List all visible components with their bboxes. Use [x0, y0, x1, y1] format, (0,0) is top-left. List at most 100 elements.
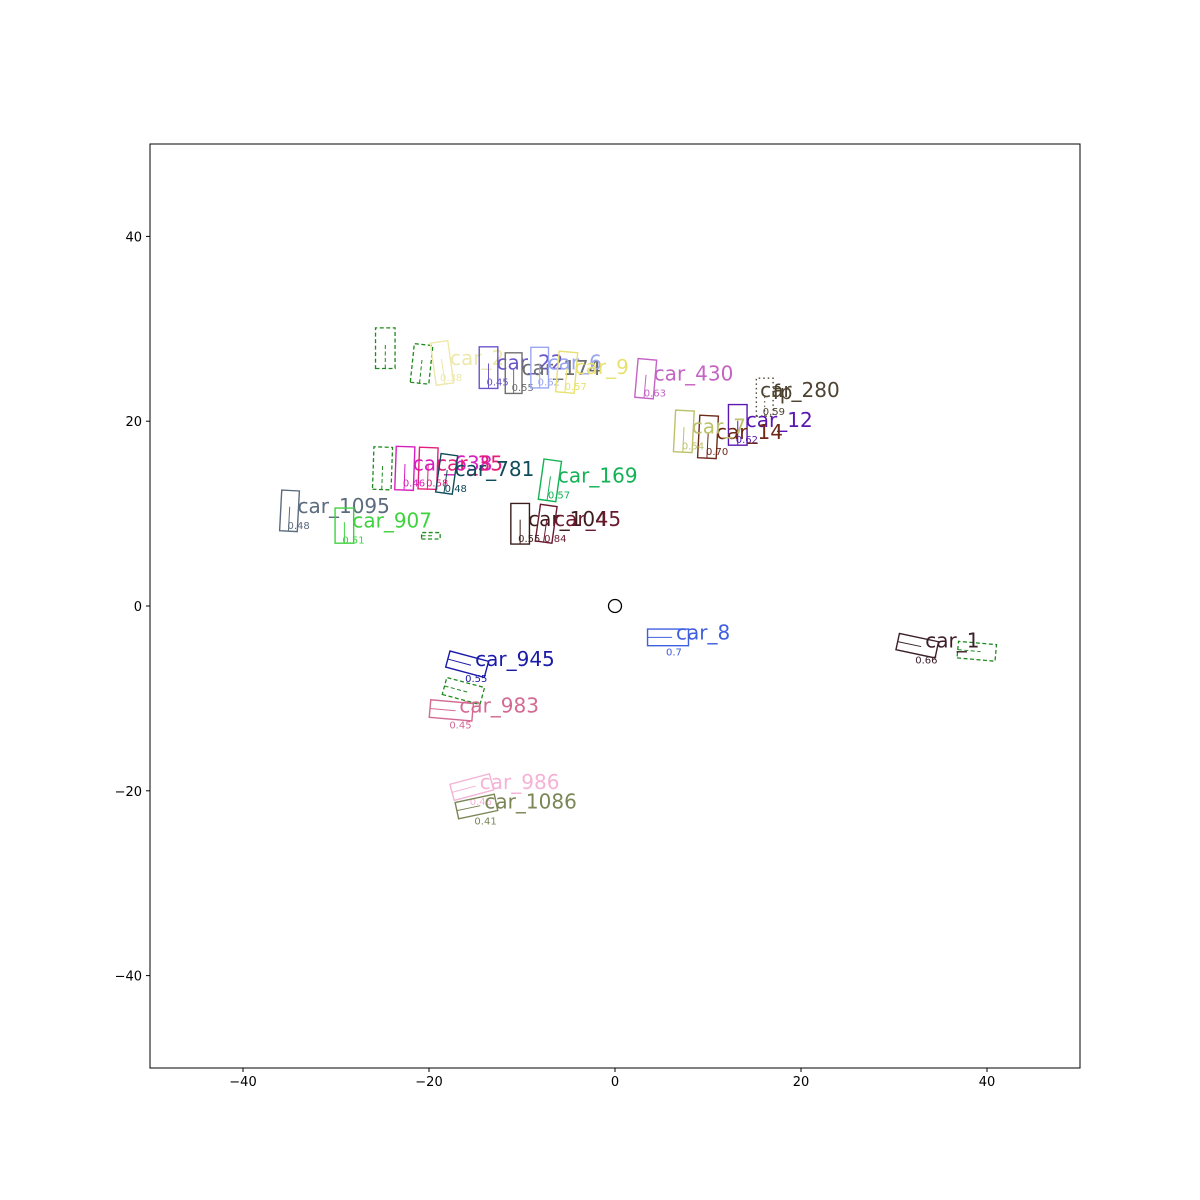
detection-score: 0.70: [706, 447, 728, 458]
detection-heading: [451, 785, 476, 793]
detection-heading: [546, 476, 551, 501]
detection-box: [530, 346, 550, 389]
detection-score: 0.62: [538, 378, 560, 389]
detection-box: [646, 628, 690, 647]
y-tick-label: 20: [125, 415, 142, 430]
detection-box: [755, 377, 774, 417]
detection-score: 0.66: [915, 656, 937, 667]
detection-score: 0.84: [544, 534, 566, 545]
detection-box: [537, 458, 563, 503]
detection-box: [448, 772, 495, 802]
y-axis: −40 −20 0 20 40: [115, 230, 150, 985]
ground-truth-heading: [381, 464, 384, 490]
x-tick-label: 20: [793, 1075, 810, 1090]
detection-heading: [706, 432, 709, 459]
detection-label: car_22: [497, 351, 564, 375]
detection-box: [633, 357, 658, 400]
detection-box: [895, 632, 940, 659]
detection-label: car_945: [475, 647, 555, 671]
detection-box: [278, 489, 301, 533]
detection-heading: [897, 641, 922, 648]
detection-heading: [682, 427, 685, 453]
detection-score: 0.46: [403, 478, 425, 489]
ground-truth-box: [374, 327, 396, 370]
detection-box: [504, 352, 523, 395]
ego-vehicle-marker: [607, 598, 623, 614]
ground-truth-heading: [444, 685, 468, 693]
detection-box: [394, 445, 416, 492]
detection-label: car_983: [459, 693, 539, 717]
detection-label: car_1: [925, 629, 979, 653]
detection-score: 0.45: [449, 720, 471, 731]
plot-area: car_1 0.66 car_8 0.7 car_945 0.55 car_983 0.45 c…: [278, 327, 998, 828]
ground-truth-heading: [957, 649, 981, 653]
detection-label: car_9: [575, 355, 629, 379]
y-tick-label: 40: [125, 230, 142, 245]
detection-heading: [287, 506, 291, 532]
y-tick-label: 0: [134, 600, 142, 615]
x-tick-label: 0: [611, 1075, 619, 1090]
detection-score: 0.46: [470, 797, 492, 808]
ground-truth-box: [371, 446, 394, 491]
y-tick-label: −20: [115, 785, 142, 800]
detection-score: 0.55: [465, 674, 487, 685]
detection-label: car_104: [528, 507, 608, 531]
detection-heading: [447, 658, 472, 666]
detection-heading: [429, 708, 456, 712]
detection-score: 0.57: [548, 490, 570, 501]
detection-box: [696, 414, 720, 460]
detection-score: 0.54: [682, 441, 704, 452]
detection-label: car_8: [676, 620, 730, 644]
detection-heading: [403, 463, 406, 491]
x-tick-label: 40: [979, 1075, 996, 1090]
detection-score: 0.38: [440, 373, 462, 384]
detection-score: 0.41: [474, 817, 496, 828]
x-axis: −40 −20 0 20 40: [229, 1068, 995, 1090]
detection-box: [534, 503, 558, 545]
detection-score: 0.48: [288, 521, 310, 532]
ground-truth-heading: [419, 359, 423, 384]
detection-box: [478, 346, 499, 390]
detection-box: [334, 507, 355, 544]
detection-heading: [426, 464, 429, 490]
detection-label: car_280: [760, 378, 840, 402]
detection-box: [454, 793, 499, 820]
detection-label: car_45: [554, 507, 621, 531]
detection-heading: [643, 374, 647, 399]
detection-label: car_6: [548, 351, 602, 375]
detection-box: [727, 403, 748, 446]
detection-label: car_14: [716, 420, 783, 444]
detection-heading: [443, 469, 448, 494]
detection-heading: [543, 520, 548, 543]
detection-score: 0.45: [487, 378, 509, 389]
detection-score: 0.55: [512, 383, 534, 394]
detection-label: car_1095: [298, 494, 390, 518]
detection-score: 0.7: [666, 647, 682, 658]
detection-box: [444, 650, 490, 679]
detection-score: 0.59: [763, 407, 785, 418]
detection-label: car_169: [558, 463, 638, 487]
detection-label: car_986: [480, 770, 560, 794]
detection-box: [417, 446, 439, 491]
detection-box: [428, 699, 475, 722]
detection-box: [434, 452, 459, 496]
ground-truth-box: [420, 531, 441, 540]
detection-label: car_174: [522, 356, 602, 380]
detection-box: [510, 502, 531, 545]
detection-box: [429, 339, 455, 387]
detection-score: 0.63: [644, 389, 666, 400]
ground-truth-box: [956, 640, 998, 662]
detection-score: 0.48: [445, 484, 467, 495]
detection-label: car_1086: [484, 790, 576, 814]
detection-label: car_907: [352, 509, 432, 533]
detection-score: 0.51: [342, 536, 364, 547]
x-tick-label: −20: [415, 1075, 442, 1090]
detection-score: 0.57: [565, 382, 587, 393]
detection-box: [554, 350, 579, 395]
detection-label: car_781: [455, 457, 535, 481]
detection-heading: [456, 805, 481, 812]
ground-truth-box: [441, 676, 486, 706]
detection-label: car_12: [746, 408, 813, 432]
detection-label: car_7: [692, 414, 746, 438]
